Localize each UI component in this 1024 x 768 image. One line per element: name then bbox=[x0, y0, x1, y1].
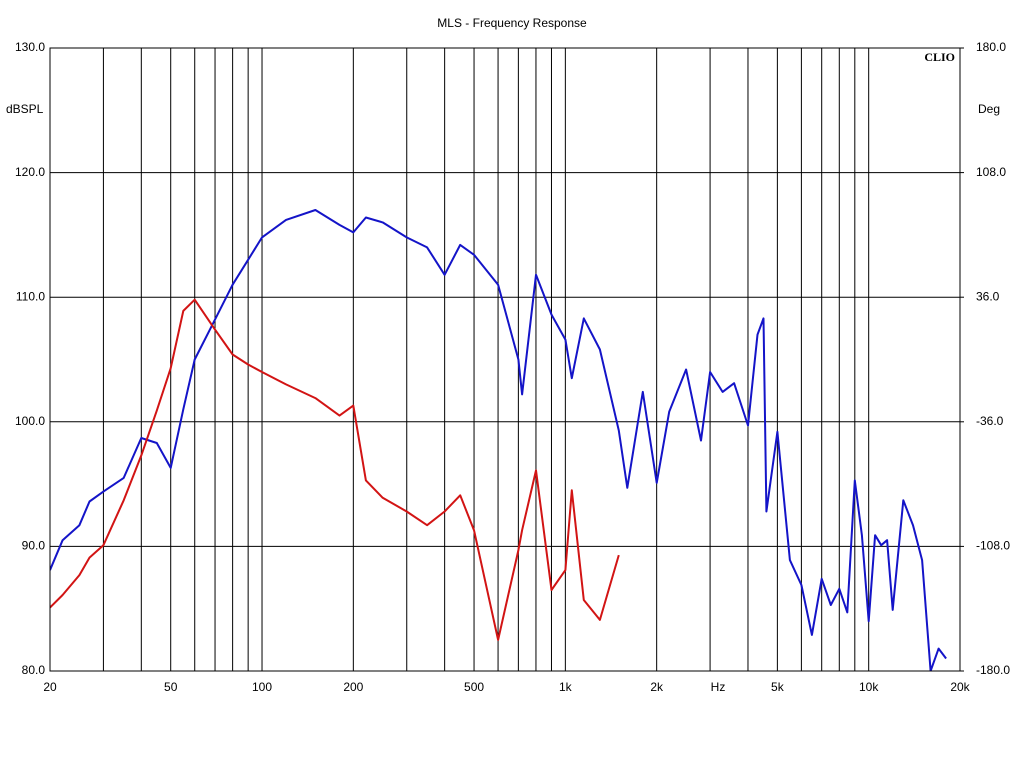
y2-tick-label: -108.0 bbox=[976, 539, 1010, 553]
brand: CLIO bbox=[924, 50, 955, 64]
y-tick-label: 100.0 bbox=[15, 414, 45, 428]
x-tick-label: 500 bbox=[464, 680, 484, 694]
y2-tick-label: -180.0 bbox=[976, 663, 1010, 677]
x-tick-label: 100 bbox=[252, 680, 272, 694]
series-line bbox=[50, 209, 947, 671]
y-tick-label: 80.0 bbox=[22, 663, 46, 677]
y2-axis-label: Deg bbox=[978, 102, 1000, 116]
x-tick-label: 200 bbox=[343, 680, 363, 694]
x-tick-label: 10k bbox=[859, 680, 879, 694]
y-axis-label: dBSPL bbox=[6, 102, 44, 116]
x-tick-label: 1k bbox=[559, 680, 573, 694]
plot-area bbox=[50, 209, 947, 671]
chart-title: MLS - Frequency Response bbox=[437, 16, 587, 30]
y-tick-label: 90.0 bbox=[22, 539, 46, 553]
x-tick-label: 2k bbox=[650, 680, 664, 694]
plot-frame bbox=[49, 47, 961, 672]
x-axis-label: Hz bbox=[711, 680, 726, 694]
y-tick-label: 110.0 bbox=[16, 289, 45, 303]
x-tick-label: 50 bbox=[164, 680, 178, 694]
y-tick-label: 120.0 bbox=[15, 165, 45, 179]
y-tick-label: 130.0 bbox=[15, 40, 45, 54]
y2-tick-label: 36.0 bbox=[976, 289, 1000, 303]
y2-tick-label: 108.0 bbox=[976, 165, 1006, 179]
x-tick-label: 20 bbox=[43, 680, 57, 694]
x-tick-label: 5k bbox=[771, 680, 785, 694]
x-tick-label: 20k bbox=[950, 680, 970, 694]
series-line bbox=[50, 298, 620, 641]
y2-tick-label: -36.0 bbox=[976, 414, 1004, 428]
y2-tick-label: 180.0 bbox=[976, 40, 1006, 54]
